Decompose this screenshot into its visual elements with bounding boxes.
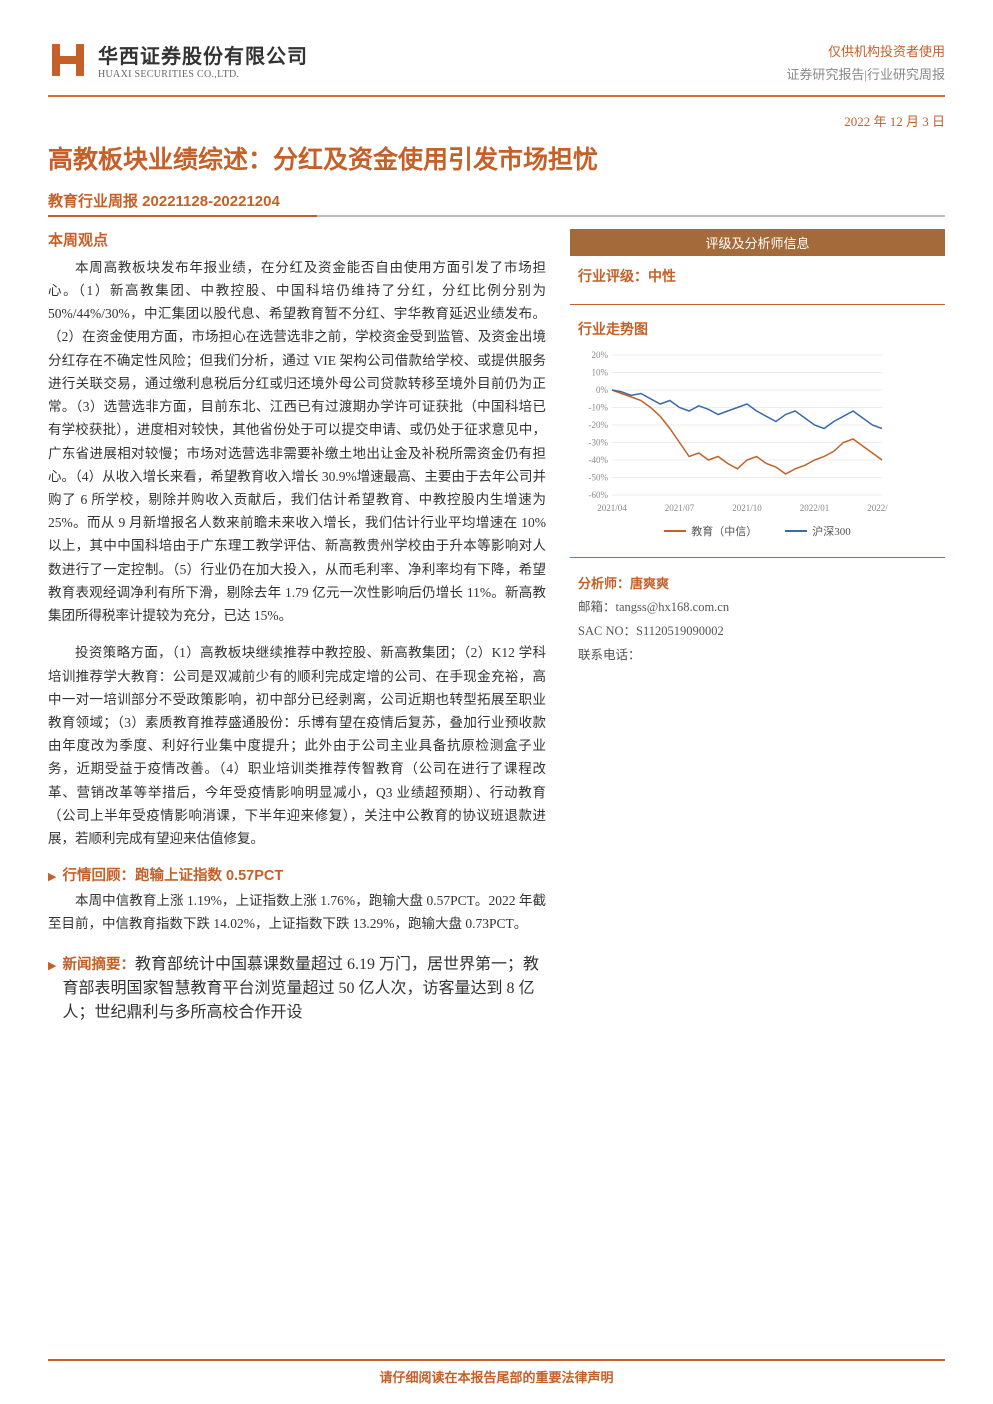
company-name-en: HUAXI SECURITIES CO.,LTD. [98,69,308,80]
svg-text:-50%: -50% [589,472,609,482]
bullet-1-title: 行情回顾：跑输上证指数 0.57PCT [62,864,283,885]
footer-text: 请仔细阅读在本报告尾部的重要法律声明 [0,1367,993,1386]
trend-chart: 20% 10% 0% -10% -20% -30% -40% -50% -60% 2021/04 2… [578,347,888,517]
triangle-icon: ▶ [48,959,56,972]
header: 华西证券股份有限公司 HUAXI SECURITIES CO.,LTD. 仅供机… [48,40,945,87]
svg-text:0%: 0% [596,385,609,395]
svg-text:2021/07: 2021/07 [665,503,695,513]
svg-text:2022/01: 2022/01 [800,503,830,513]
legend-item-1: 教育（中信） [664,523,757,539]
legend-label-1: 教育（中信） [691,523,757,539]
legend-label-2: 沪深300 [812,523,851,539]
divider [570,304,945,305]
analyst-phone-row: 联系电话： [578,644,945,668]
legend-item-2: 沪深300 [785,523,851,539]
svg-text:-10%: -10% [589,402,609,412]
usage-note: 仅供机构投资者使用 [786,40,945,63]
phone-label: 联系电话： [578,648,641,662]
report-type: 证券研究报告|行业研究周报 [786,63,945,86]
divider [570,557,945,558]
logo-area: 华西证券股份有限公司 HUAXI SECURITIES CO.,LTD. [48,40,308,80]
chart-svg: 20% 10% 0% -10% -20% -30% -40% -50% -60% 2021/04 2… [578,347,888,517]
analyst-sac-row: SAC NO：S1120519090002 [578,620,945,644]
header-right: 仅供机构投资者使用 证券研究报告|行业研究周报 [786,40,945,87]
svg-text:2022/04: 2022/04 [867,503,888,513]
email-value: tangss@hx168.com.cn [616,600,730,614]
rating-value: 中性 [648,268,676,284]
analyst-name: 分析师：唐爽爽 [578,572,945,597]
svg-text:20%: 20% [592,350,609,360]
paragraph-1: 本周高教板块发布年报业绩，在分红及资金能否自由使用方面引发了市场担心。（1）新高… [48,256,546,628]
analyst-block: 分析师：唐爽爽 邮箱：tangss@hx168.com.cn SAC NO：S1… [578,572,945,668]
company-name-cn: 华西证券股份有限公司 [98,40,308,69]
svg-text:-60%: -60% [589,490,609,500]
svg-text:-40%: -40% [589,455,609,465]
chart-legend: 教育（中信） 沪深300 [570,523,945,539]
chart-title: 行业走势图 [578,319,945,339]
report-date: 2022 年 12 月 3 日 [48,111,945,130]
sidebar-header: 评级及分析师信息 [570,229,945,256]
page-title: 高教板块业绩综述：分红及资金使用引发市场担忧 [48,140,945,176]
bullet-1-header: ▶ 行情回顾：跑输上证指数 0.57PCT [48,864,546,885]
top-border: 2022 年 12 月 3 日 高教板块业绩综述：分红及资金使用引发市场担忧 教… [48,95,945,1026]
sac-label: SAC NO： [578,624,636,638]
svg-text:-30%: -30% [589,437,609,447]
triangle-icon: ▶ [48,870,56,883]
svg-text:10%: 10% [592,367,609,377]
left-column: 本周观点 本周高教板块发布年报业绩，在分红及资金能否自由使用方面引发了市场担心。… [48,229,546,1026]
rating-line: 行业评级：中性 [578,266,945,286]
analyst-email-row: 邮箱：tangss@hx168.com.cn [578,596,945,620]
svg-text:2021/04: 2021/04 [597,503,627,513]
legend-swatch-2 [785,530,807,532]
rating-label: 行业评级： [578,268,648,284]
sac-value: S1120519090002 [636,624,724,638]
bullet-1-text: 本周中信教育上涨 1.19%，上证指数上涨 1.76%，跑输大盘 0.57PCT… [48,889,546,935]
svg-text:-20%: -20% [589,420,609,430]
right-column: 评级及分析师信息 行业评级：中性 行业走势图 20% 10% 0% -10% -20% -… [570,229,945,1026]
bullet-2-title: 新闻摘要： [62,957,135,973]
company-logo-icon [48,40,88,80]
footer-line [48,1359,945,1361]
email-label: 邮箱： [578,600,616,614]
page-subtitle: 教育行业周报 20221128-20221204 [48,190,945,211]
legend-swatch-1 [664,530,686,532]
paragraph-2: 投资策略方面，（1）高教板块继续推荐中教控股、新高教集团；（2）K12 学科培训… [48,641,546,850]
footer: 请仔细阅读在本报告尾部的重要法律声明 [0,1359,993,1386]
separator-line [48,215,945,217]
bullet-2-header: ▶ 新闻摘要：教育部统计中国慕课数量超过 6.19 万门，居世界第一；教育部表明… [48,950,546,1022]
svg-text:2021/10: 2021/10 [732,503,762,513]
section-head-weekly: 本周观点 [48,229,546,250]
